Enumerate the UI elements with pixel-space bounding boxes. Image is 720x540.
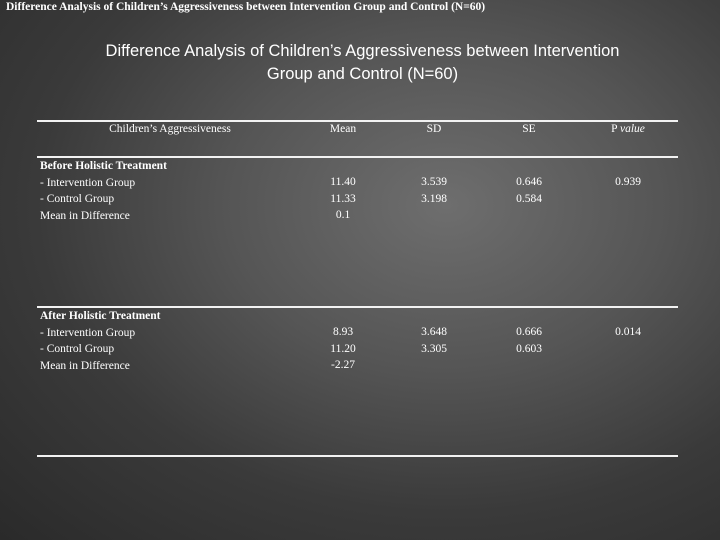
group-after-sd-column: 3.648 3.305 xyxy=(404,324,464,357)
group-before-sd-column: 3.539 3.198 xyxy=(404,174,464,207)
header-children-aggressiveness: Children’s Aggressiveness xyxy=(109,123,231,135)
mean-value: -2.27 xyxy=(331,359,355,371)
header-mean: Mean xyxy=(329,123,357,135)
sd-value: 3.539 xyxy=(421,176,447,188)
row-label: - Intervention Group xyxy=(40,176,136,189)
group-before-p-value: 0.939 xyxy=(615,176,641,188)
header-p-value: P value xyxy=(588,121,668,138)
mean-value: 11.33 xyxy=(330,192,356,205)
group-after-heading: After Holistic Treatment xyxy=(40,310,161,322)
se-value: 0.584 xyxy=(516,192,542,205)
table-group-rule xyxy=(37,306,678,308)
slide-caption: Difference Analysis of Children’s Aggres… xyxy=(6,1,486,13)
table-top-rule xyxy=(37,120,678,122)
group-after-se-column: 0.666 0.603 xyxy=(499,324,559,357)
mean-value: 11.40 xyxy=(330,176,356,188)
group-before-se-column: 0.646 0.584 xyxy=(499,174,559,207)
se-value: 0.603 xyxy=(516,342,542,355)
sd-value: 3.198 xyxy=(421,192,447,205)
group-before-mean-column: 11.40 11.33 0.1 xyxy=(313,174,373,224)
row-label: Mean in Difference xyxy=(40,209,130,222)
mean-value: 11.20 xyxy=(330,342,356,355)
mean-value: 8.93 xyxy=(332,326,354,338)
sd-value: 3.305 xyxy=(421,342,447,355)
slide-title: Difference Analysis of Children’s Aggres… xyxy=(40,40,685,86)
group-before-label-column: Before Holistic Treatment - Intervention… xyxy=(40,158,300,224)
group-after-p-value: 0.014 xyxy=(615,326,641,338)
group-before-heading: Before Holistic Treatment xyxy=(40,160,167,172)
mean-value: 0.1 xyxy=(335,209,351,221)
row-label: - Intervention Group xyxy=(40,326,136,339)
table-header-rule xyxy=(37,156,678,158)
sd-value: 3.648 xyxy=(421,326,447,338)
group-after-mean-column: 8.93 11.20 -2.27 xyxy=(313,324,373,374)
header-se: SE xyxy=(522,123,536,135)
row-label: - Control Group xyxy=(40,343,115,355)
header-p-prefix: P xyxy=(611,123,618,135)
row-label: - Control Group xyxy=(40,193,115,205)
se-value: 0.666 xyxy=(516,326,542,338)
se-value: 0.646 xyxy=(516,176,542,188)
header-p-suffix: value xyxy=(619,123,645,135)
group-after-label-column: After Holistic Treatment - Intervention … xyxy=(40,308,300,374)
table-bottom-rule xyxy=(37,455,678,457)
row-label: Mean in Difference xyxy=(40,359,130,372)
title-line-1: Difference Analysis of Children’s Aggres… xyxy=(105,42,620,60)
header-sd: SD xyxy=(426,123,442,135)
title-line-2: Group and Control (N=60) xyxy=(266,65,459,83)
